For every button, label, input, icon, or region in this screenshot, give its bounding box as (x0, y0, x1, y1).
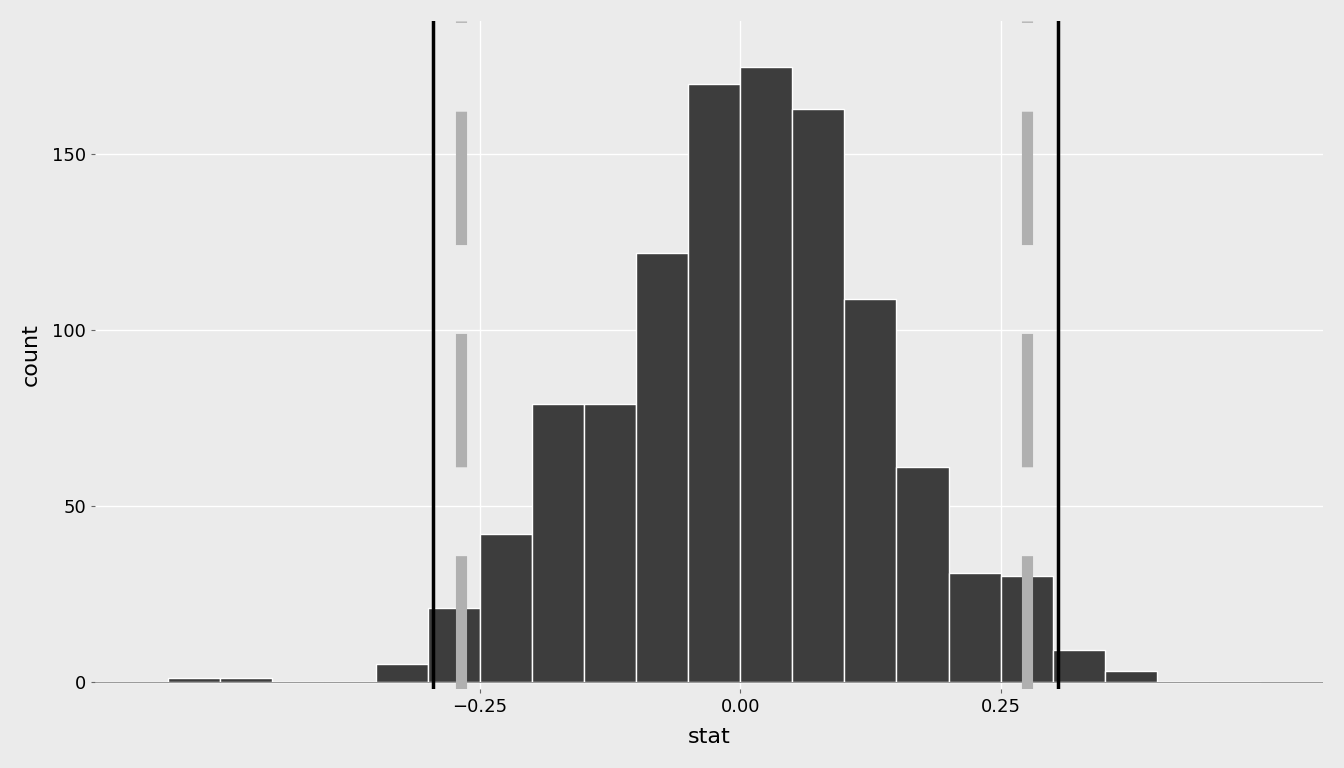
Bar (896, 468, 949, 682)
Bar (585, 404, 636, 682)
Bar (376, 664, 429, 682)
Bar (1000, 577, 1052, 682)
Bar (429, 608, 480, 682)
Bar (220, 678, 271, 682)
Bar (168, 678, 220, 682)
Bar (844, 299, 896, 682)
Bar (949, 573, 1000, 682)
Bar (532, 404, 585, 682)
Bar (793, 109, 844, 682)
Bar (1105, 671, 1157, 682)
Bar (688, 84, 741, 682)
Bar (1052, 650, 1105, 682)
Bar (741, 67, 793, 682)
Bar (480, 535, 532, 682)
X-axis label: stat: stat (688, 727, 731, 747)
Y-axis label: count: count (22, 323, 40, 386)
Bar (636, 253, 688, 682)
